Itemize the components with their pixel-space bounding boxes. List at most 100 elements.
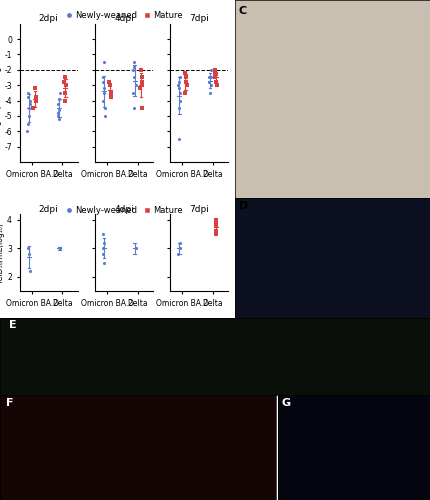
Point [61, 96, 68, 104]
Point [181, 89, 188, 97]
Point [100, 230, 107, 238]
Point [212, 230, 218, 238]
Point [212, 78, 219, 86]
Point [130, 62, 137, 70]
Point [183, 81, 190, 89]
Point [24, 120, 31, 128]
Title: 4dpi: 4dpi [114, 14, 133, 23]
Point [137, 84, 144, 92]
Point [26, 100, 33, 108]
Point [175, 84, 182, 92]
Point [24, 94, 31, 102]
Legend: Newly-weaned, Mature: Newly-weaned, Mature [61, 202, 186, 218]
Point [212, 69, 218, 77]
Point [57, 89, 64, 97]
Point [131, 74, 138, 82]
Point [176, 89, 183, 97]
Point [130, 58, 137, 66]
Point [106, 81, 113, 89]
Point [207, 74, 214, 82]
Point [26, 104, 33, 112]
Point [129, 66, 136, 74]
Point [33, 96, 40, 104]
Point [100, 84, 107, 92]
Point [175, 135, 182, 143]
Y-axis label: TCID₅₀/mL(log₁₀): TCID₅₀/mL(log₁₀) [0, 222, 5, 284]
Title: 7dpi: 7dpi [189, 14, 209, 23]
Point [212, 222, 218, 230]
Point [212, 70, 219, 78]
Title: 4dpi: 4dpi [114, 204, 133, 214]
Point [99, 96, 106, 104]
Point [176, 96, 183, 104]
Point [137, 66, 144, 74]
Point [55, 95, 62, 103]
Point [101, 58, 108, 66]
Point [61, 74, 68, 82]
Point [138, 81, 145, 89]
Point [25, 244, 32, 252]
Text: F: F [6, 398, 13, 408]
Point [61, 89, 68, 97]
Point [207, 81, 214, 89]
Point [99, 250, 106, 258]
Point [56, 244, 63, 252]
Point [205, 78, 212, 86]
Title: 2dpi: 2dpi [39, 14, 58, 23]
Point [32, 84, 39, 92]
Title: 2dpi: 2dpi [39, 204, 58, 214]
Point [181, 69, 188, 77]
Point [100, 78, 107, 86]
Point [101, 238, 108, 246]
Point [212, 216, 219, 224]
Point [205, 74, 212, 82]
Point [56, 115, 63, 123]
Point [212, 228, 219, 235]
Point [130, 104, 137, 112]
Point [211, 74, 218, 82]
Point [55, 100, 62, 108]
Point [99, 244, 106, 252]
Point [55, 112, 61, 120]
Point [101, 104, 108, 112]
Point [181, 74, 188, 82]
Legend: Newly-weaned, Mature: Newly-weaned, Mature [61, 7, 186, 23]
Text: C: C [238, 6, 246, 16]
Point [27, 96, 34, 104]
Point [25, 89, 32, 97]
Point [207, 66, 214, 74]
Point [211, 66, 218, 74]
Point [132, 81, 139, 89]
Point [132, 244, 139, 252]
Point [213, 81, 220, 89]
Point [101, 112, 108, 120]
Point [32, 94, 39, 102]
Point [174, 81, 181, 89]
Point [105, 78, 112, 86]
Point [138, 104, 145, 112]
Point [138, 74, 145, 82]
Point [175, 78, 182, 86]
Text: E: E [9, 320, 16, 330]
Point [101, 89, 108, 97]
Point [24, 127, 31, 135]
Point [212, 219, 219, 227]
Point [174, 250, 181, 258]
Point [99, 74, 106, 82]
Point [30, 104, 37, 112]
Point [182, 78, 189, 86]
Point [129, 89, 136, 97]
Point [177, 244, 184, 252]
Point [175, 104, 182, 112]
Point [108, 94, 114, 102]
Point [62, 81, 69, 89]
Point [138, 78, 145, 86]
Point [25, 112, 32, 120]
Point [55, 106, 62, 114]
Point [206, 89, 213, 97]
Text: G: G [280, 398, 289, 408]
Point [107, 89, 114, 97]
Y-axis label: sgE / β-actin(log₁₀): sgE / β-actin(log₁₀) [0, 57, 2, 128]
Point [176, 238, 183, 246]
Text: D: D [238, 201, 248, 211]
